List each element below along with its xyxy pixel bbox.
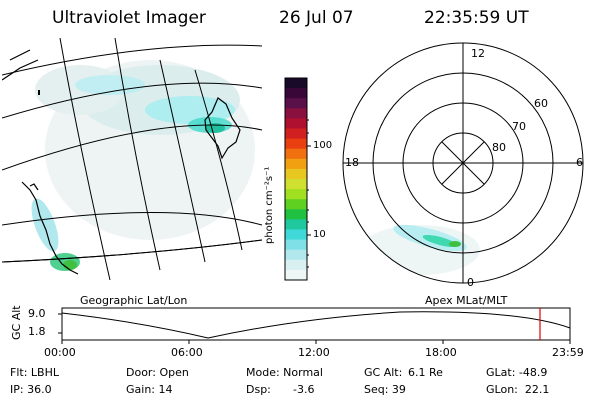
status-door: Door: Open bbox=[126, 366, 189, 379]
polar-plot bbox=[342, 42, 584, 284]
mlt-label-6: 6 bbox=[576, 156, 583, 169]
coastline bbox=[2, 49, 241, 275]
status-gain: Gain: 14 bbox=[126, 383, 173, 396]
colorbar-segment bbox=[285, 249, 307, 261]
mlt-label-12: 12 bbox=[471, 47, 485, 60]
colorbar-segment bbox=[285, 88, 307, 99]
status-ip: IP: 36.0 bbox=[10, 383, 52, 396]
status-glat: GLat: -48.9 bbox=[486, 366, 548, 379]
colorbar-segment bbox=[285, 189, 307, 200]
colorbar-segment bbox=[285, 98, 307, 109]
colorbar-segment bbox=[285, 128, 307, 140]
colorbar-segment bbox=[285, 199, 307, 210]
colorbar-segment bbox=[285, 229, 307, 241]
timeline-x-tick-0000: 00:00 bbox=[44, 346, 76, 359]
mlt-label-0: 0 bbox=[467, 276, 474, 289]
status-mode: Mode: Normal bbox=[246, 366, 323, 379]
mlat-label-80: 80 bbox=[492, 141, 506, 154]
mlt-label-18: 18 bbox=[345, 156, 359, 169]
colorbar-segment bbox=[285, 138, 307, 150]
status-dsp-value: -3.6 bbox=[293, 383, 315, 396]
colorbar-segment bbox=[285, 219, 307, 230]
longitude-lines bbox=[59, 38, 243, 281]
apex-label: Apex MLat/MLT bbox=[425, 294, 508, 307]
colorbar-segment bbox=[285, 78, 307, 89]
colorbar-segment bbox=[285, 158, 307, 170]
geographic-map bbox=[2, 38, 263, 281]
status-gcalt-value: 6.1 Re bbox=[408, 366, 443, 379]
status-dsp-label: Dsp: bbox=[246, 383, 271, 396]
timeline-y-tick-low: 1.8 bbox=[28, 325, 46, 338]
status-seq: Seq: 39 bbox=[364, 383, 406, 396]
colorbar-tick-100: 100 bbox=[313, 140, 333, 151]
colorbar-segment bbox=[285, 269, 307, 281]
colorbar-ticks bbox=[307, 119, 311, 268]
colorbar-tick-10: 10 bbox=[313, 229, 326, 240]
colorbar-segment bbox=[285, 168, 307, 180]
time-label: 22:35:59 UT bbox=[424, 8, 529, 28]
mlat-label-60: 60 bbox=[534, 97, 548, 110]
instrument-title: Ultraviolet Imager bbox=[52, 8, 206, 28]
colorbar-segment bbox=[285, 108, 307, 119]
colorbar-segment bbox=[285, 239, 307, 251]
timeline-ticks bbox=[58, 313, 571, 344]
status-glon: GLon: 22.1 bbox=[486, 383, 550, 396]
timeline-y-label: GC Alt bbox=[10, 305, 23, 340]
altitude-curve bbox=[61, 311, 571, 339]
colorbar-segment bbox=[285, 179, 307, 190]
colorbar bbox=[285, 78, 307, 281]
colorbar-segment bbox=[285, 118, 307, 129]
timeline-x-tick-1800: 18:00 bbox=[425, 346, 457, 359]
timeline-x-tick-1200: 12:00 bbox=[298, 346, 330, 359]
colorbar-unit-label: photon cm⁻²s⁻¹ bbox=[264, 166, 275, 244]
date-label: 26 Jul 07 bbox=[279, 8, 354, 28]
colorbar-segment bbox=[285, 259, 307, 271]
timeline-x-tick-0600: 06:00 bbox=[171, 346, 203, 359]
timeline-x-tick-2359: 23:59 bbox=[552, 346, 584, 359]
colorbar-segment bbox=[285, 209, 307, 220]
colorbar-segment bbox=[285, 148, 307, 160]
timeline-y-tick-high: 9.0 bbox=[28, 307, 46, 320]
mlat-label-70: 70 bbox=[512, 120, 526, 133]
status-gcalt-label: GC Alt: bbox=[364, 366, 403, 379]
status-filter: Flt: LBHL bbox=[10, 366, 59, 379]
geographic-label: Geographic Lat/Lon bbox=[80, 294, 188, 307]
